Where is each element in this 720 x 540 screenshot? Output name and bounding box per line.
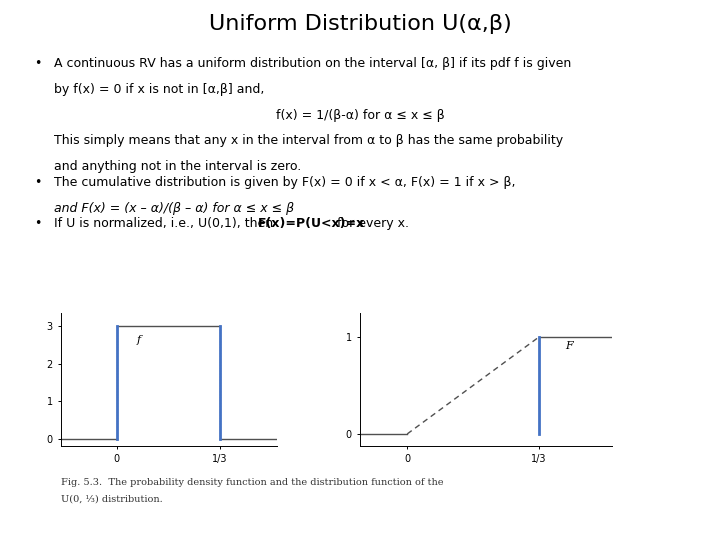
Text: If U is normalized, i.e., U(0,1), then: If U is normalized, i.e., U(0,1), then bbox=[54, 218, 277, 231]
Text: F: F bbox=[564, 341, 572, 351]
Text: •: • bbox=[35, 57, 42, 70]
Text: The cumulative distribution is given by F(x) = 0 if x < α, F(x) = 1 if x > β,: The cumulative distribution is given by … bbox=[54, 176, 516, 189]
Text: F(x)=P(U<x)=x: F(x)=P(U<x)=x bbox=[258, 218, 365, 231]
Text: U(0, ¹⁄₃) distribution.: U(0, ¹⁄₃) distribution. bbox=[61, 494, 163, 503]
Text: •: • bbox=[35, 176, 42, 189]
Text: by f(x) = 0 if x is not in [α,β] and,: by f(x) = 0 if x is not in [α,β] and, bbox=[54, 83, 264, 96]
Text: A continuous RV has a uniform distribution on the interval [α, β] if its pdf f i: A continuous RV has a uniform distributi… bbox=[54, 57, 571, 70]
Text: Uniform Distribution U(α,β): Uniform Distribution U(α,β) bbox=[209, 14, 511, 33]
Text: This simply means that any x in the interval from α to β has the same probabilit: This simply means that any x in the inte… bbox=[54, 134, 563, 147]
Text: f(x) = 1/(β-α) for α ≤ x ≤ β: f(x) = 1/(β-α) for α ≤ x ≤ β bbox=[276, 109, 444, 122]
Text: f: f bbox=[137, 335, 141, 345]
Text: Fig. 5.3.  The probability density function and the distribution function of the: Fig. 5.3. The probability density functi… bbox=[61, 478, 444, 487]
Text: •: • bbox=[35, 218, 42, 231]
Text: and F(x) = (x – α)/(β – α) for α ≤ x ≤ β: and F(x) = (x – α)/(β – α) for α ≤ x ≤ β bbox=[54, 202, 294, 215]
Text: for every x.: for every x. bbox=[333, 218, 410, 231]
Text: and anything not in the interval is zero.: and anything not in the interval is zero… bbox=[54, 160, 301, 173]
